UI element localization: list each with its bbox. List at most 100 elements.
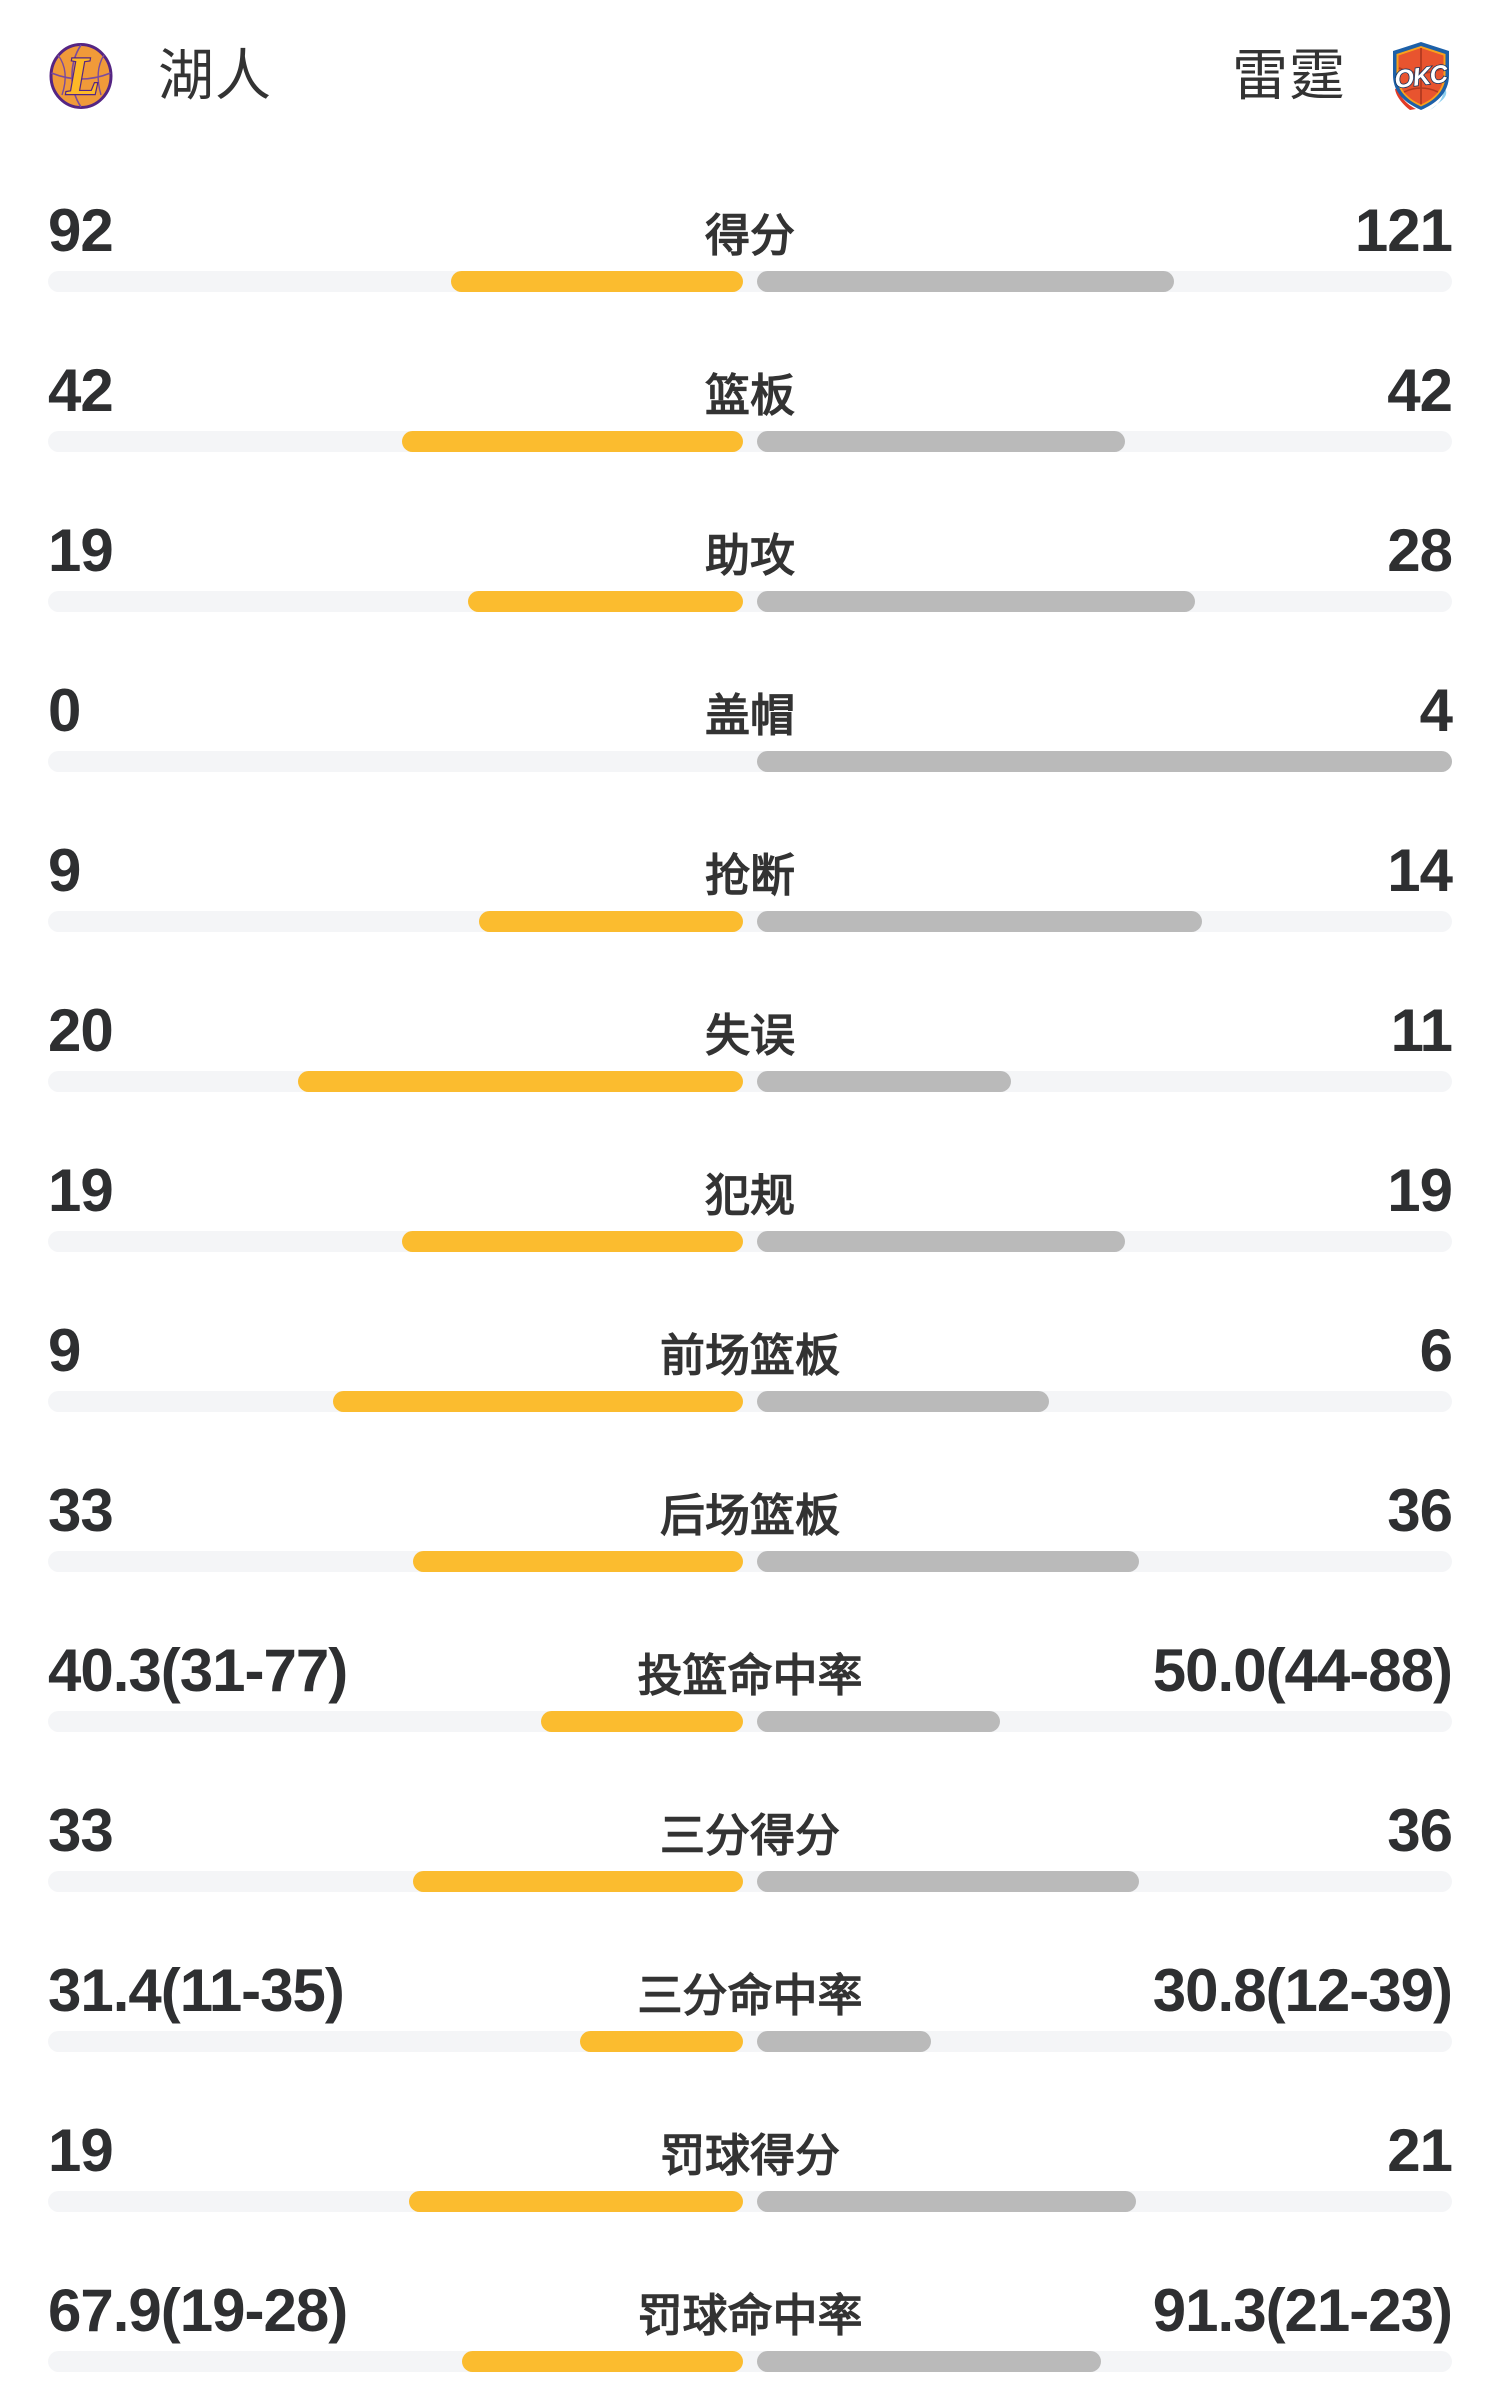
stat-row: 42 篮板 42 (0, 356, 1500, 516)
stat-label: 盖帽 (704, 690, 796, 741)
stat-values-line: 19 罚球得分 21 (48, 2116, 1453, 2191)
home-value: 31.4(11-35) (48, 1957, 345, 2024)
stat-bar-track (48, 2031, 1452, 2052)
home-bar (579, 2031, 743, 2052)
stat-label: 篮板 (704, 370, 796, 421)
away-value: 50.0(44-88) (1152, 1637, 1453, 1704)
stat-row: 19 罚球得分 21 (0, 2116, 1500, 2276)
stat-label: 前场篮板 (659, 1330, 841, 1381)
away-bar (757, 1391, 1049, 1412)
home-bar-area (48, 2191, 743, 2212)
team-away: 雷霆 OKC (1232, 40, 1452, 112)
home-value: 9 (48, 1317, 81, 1384)
lakers-logo-icon: L (49, 43, 113, 109)
away-value: 30.8(12-39) (1152, 1957, 1453, 2024)
home-bar (461, 2351, 743, 2372)
away-value: 121 (1354, 197, 1453, 264)
stat-bar-track (48, 591, 1452, 612)
away-bar (757, 911, 1202, 932)
stat-values-line: 9 前场篮板 6 (48, 1316, 1453, 1391)
away-bar-area (757, 2351, 1452, 2372)
stat-row: 19 助攻 28 (0, 516, 1500, 676)
home-bar-area (48, 911, 743, 932)
away-bar-area (757, 591, 1452, 612)
away-value: 36 (1387, 1477, 1453, 1544)
home-bar-area (48, 1071, 743, 1092)
stat-bar-track (48, 1871, 1452, 1892)
home-bar-area (48, 1231, 743, 1252)
away-bar (757, 271, 1174, 292)
home-value: 19 (48, 517, 114, 584)
home-bar-area (48, 2031, 743, 2052)
stat-bar-track (48, 431, 1452, 452)
home-bar-area (48, 751, 743, 772)
stat-bar-track (48, 1391, 1452, 1412)
away-value: 6 (1419, 1317, 1453, 1384)
stat-values-line: 20 失误 11 (48, 996, 1453, 1071)
home-value: 0 (48, 677, 81, 744)
stat-row: 67.9(19-28) 罚球命中率 91.3(21-23) (0, 2276, 1500, 2400)
home-value: 40.3(31-77) (48, 1637, 348, 1704)
away-bar (757, 2031, 931, 2052)
away-bar-area (757, 1871, 1452, 1892)
away-bar-area (757, 1071, 1452, 1092)
stat-bar-track (48, 751, 1452, 772)
okc-logo-icon: OKC (1392, 42, 1451, 110)
home-bar-area (48, 431, 743, 452)
home-bar-area (48, 591, 743, 612)
home-bar (412, 1551, 743, 1572)
home-bar (451, 271, 743, 292)
away-value: 42 (1387, 357, 1453, 424)
team-home: L 湖人 (48, 43, 272, 109)
home-value: 67.9(19-28) (48, 2277, 348, 2344)
away-bar-area (757, 2031, 1452, 2052)
stat-label: 助攻 (704, 530, 796, 581)
stat-values-line: 92 得分 121 (48, 196, 1453, 271)
home-bar (412, 1871, 743, 1892)
stat-label: 投篮命中率 (637, 1650, 863, 1701)
stat-label: 罚球命中率 (637, 2290, 863, 2341)
home-bar (468, 591, 743, 612)
stat-values-line: 40.3(31-77) 投篮命中率 50.0(44-88) (48, 1636, 1453, 1711)
stat-bar-track (48, 1711, 1452, 1732)
away-value: 36 (1387, 1797, 1453, 1864)
home-bar-area (48, 1871, 743, 1892)
home-value: 33 (48, 1797, 114, 1864)
home-value: 19 (48, 2117, 114, 2184)
stat-row: 40.3(31-77) 投篮命中率 50.0(44-88) (0, 1636, 1500, 1796)
away-value: 14 (1387, 837, 1453, 904)
stat-label: 失误 (704, 1010, 796, 1061)
away-bar (757, 1231, 1126, 1252)
stat-values-line: 42 篮板 42 (48, 356, 1453, 431)
away-bar (757, 2351, 1102, 2372)
stat-row: 9 抢断 14 (0, 836, 1500, 996)
stats-list: 92 得分 121 42 篮板 42 (0, 196, 1500, 2400)
away-bar-area (757, 751, 1452, 772)
stat-label: 罚球得分 (659, 2130, 841, 2181)
stat-row: 31.4(11-35) 三分命中率 30.8(12-39) (0, 1956, 1500, 2116)
stat-values-line: 19 犯规 19 (48, 1156, 1453, 1231)
home-value: 20 (48, 997, 114, 1064)
home-value: 92 (48, 197, 114, 264)
away-bar-area (757, 1231, 1452, 1252)
away-bar-area (757, 271, 1452, 292)
stat-values-line: 31.4(11-35) 三分命中率 30.8(12-39) (48, 1956, 1453, 2031)
stat-bar-track (48, 1231, 1452, 1252)
stat-bar-track (48, 911, 1452, 932)
home-bar-area (48, 1391, 743, 1412)
home-bar (478, 911, 743, 932)
stat-values-line: 33 三分得分 36 (48, 1796, 1453, 1871)
home-bar (409, 2191, 743, 2212)
home-bar (298, 1071, 743, 1092)
home-bar (402, 1231, 743, 1252)
away-bar (757, 591, 1195, 612)
away-bar-area (757, 2191, 1452, 2212)
away-value: 28 (1387, 517, 1453, 584)
stat-row: 20 失误 11 (0, 996, 1500, 1156)
away-bar (757, 1871, 1140, 1892)
match-header: L 湖人 雷霆 OKC (48, 38, 1452, 114)
away-bar-area (757, 1711, 1452, 1732)
stat-values-line: 33 后场篮板 36 (48, 1476, 1453, 1551)
team-away-name: 雷霆 (1232, 44, 1346, 107)
